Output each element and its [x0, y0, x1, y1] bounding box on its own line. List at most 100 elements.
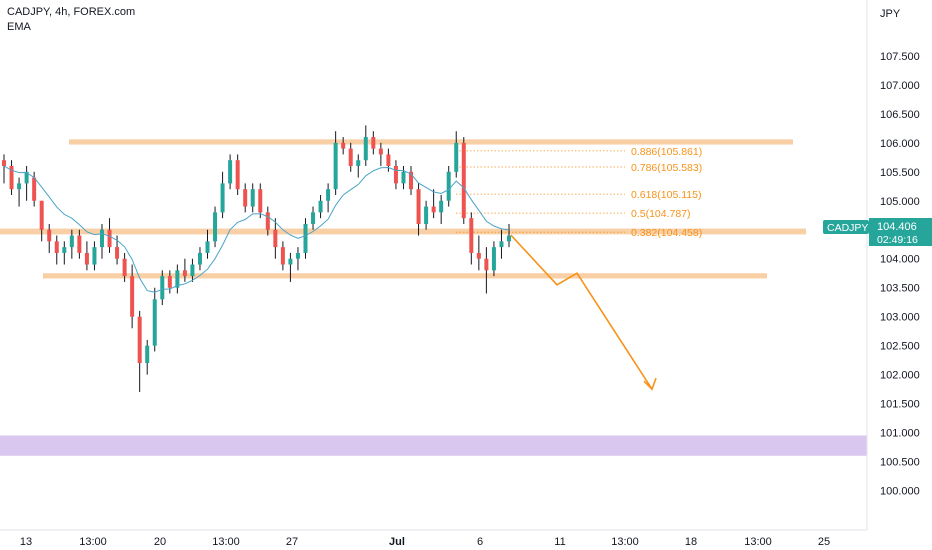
candle-body[interactable] — [167, 276, 172, 288]
candle-body[interactable] — [62, 247, 67, 253]
candle-body[interactable] — [341, 142, 346, 149]
candle-body[interactable] — [363, 137, 368, 161]
candle-body[interactable] — [469, 218, 474, 253]
candle-body[interactable] — [39, 200, 44, 230]
last-price: 104.406 — [877, 221, 917, 233]
candle-body[interactable] — [9, 165, 14, 190]
candle-body[interactable] — [273, 229, 278, 248]
candle-body[interactable] — [130, 276, 135, 317]
candle-body[interactable] — [461, 142, 466, 219]
candle-body[interactable] — [386, 154, 391, 166]
candle-body[interactable] — [393, 165, 398, 184]
candle-body[interactable] — [507, 235, 511, 242]
projection-arrow[interactable] — [510, 234, 657, 391]
candle-body[interactable] — [409, 171, 414, 190]
time-axis: 13 13:00 20 13:00 27 Jul 6 11 13:00 18 13:00 25 — [20, 536, 830, 548]
candle-body[interactable] — [326, 189, 331, 201]
candle-body[interactable] — [145, 345, 150, 364]
candle-body[interactable] — [24, 171, 29, 184]
candle-body[interactable] — [69, 235, 74, 248]
candle-body[interactable] — [115, 247, 120, 259]
candle-body[interactable] — [175, 270, 180, 288]
candle-body[interactable] — [295, 252, 300, 259]
candle-body[interactable] — [190, 264, 195, 277]
candle-body[interactable] — [2, 160, 6, 166]
candle-body[interactable] — [107, 229, 112, 248]
chart-title: CADJPY, 4h, FOREX.com — [7, 6, 136, 18]
candle-body[interactable] — [213, 212, 218, 242]
candle-body[interactable] — [182, 270, 187, 277]
fib-label-3: 0.5(104.787) — [631, 208, 691, 220]
candle-body[interactable] — [348, 148, 353, 166]
candle-body[interactable] — [197, 252, 202, 265]
price-tick-label: 106.500 — [880, 109, 920, 121]
candle-body[interactable] — [258, 189, 263, 213]
bottom-zone[interactable] — [43, 273, 767, 279]
candle-body[interactable] — [378, 148, 383, 155]
candle-body[interactable] — [220, 183, 225, 213]
candle-body[interactable] — [401, 171, 406, 184]
candle-body[interactable] — [303, 223, 308, 253]
time-tick-label: 25 — [818, 536, 830, 548]
candle-body[interactable] — [17, 183, 22, 190]
symbol-price-badge[interactable]: CADJPY — [823, 220, 869, 234]
price-tick-label: 100.000 — [880, 486, 920, 498]
candle-body[interactable] — [77, 235, 82, 253]
time-tick-label: Jul — [389, 536, 405, 548]
price-tick-label: 101.500 — [880, 399, 920, 411]
price-tick-label: 107.000 — [880, 80, 920, 92]
price-tick-label: 105.500 — [880, 167, 920, 179]
candle-body[interactable] — [431, 206, 436, 213]
candle-body[interactable] — [371, 137, 376, 149]
candle-body[interactable] — [99, 229, 104, 248]
ema-line[interactable] — [3, 165, 510, 293]
price-tick-label: 104.000 — [880, 254, 920, 266]
candle-body[interactable] — [484, 258, 489, 271]
candle-body[interactable] — [235, 160, 240, 190]
candle-body[interactable] — [32, 177, 37, 201]
candle-body[interactable] — [265, 212, 270, 230]
candle-body[interactable] — [92, 247, 97, 265]
candle-body[interactable] — [318, 200, 323, 213]
fib-label-1: 0.786(105.583) — [631, 162, 702, 174]
price-tick-label: 106.000 — [880, 138, 920, 150]
last-price-badge[interactable]: 104.406 02:49:16 — [869, 218, 932, 246]
candle-body[interactable] — [333, 142, 338, 190]
candle-body[interactable] — [122, 258, 127, 277]
candle-body[interactable] — [152, 299, 157, 346]
candle-body[interactable] — [356, 160, 361, 166]
time-tick-label: 13:00 — [611, 536, 639, 548]
candle-body[interactable] — [54, 241, 59, 253]
candle-body[interactable] — [47, 229, 52, 242]
candle-body[interactable] — [439, 200, 444, 213]
candles-layer — [2, 125, 511, 393]
candle-body[interactable] — [288, 258, 293, 265]
candle-body[interactable] — [84, 252, 89, 265]
candle-body[interactable] — [311, 212, 316, 224]
middle-zone[interactable] — [0, 228, 806, 235]
price-tick-label: 102.500 — [880, 341, 920, 353]
indicator-label[interactable]: EMA — [7, 21, 31, 33]
fib-label-2: 0.618(105.115) — [631, 189, 701, 201]
price-tick-label: 100.500 — [880, 457, 920, 469]
price-tick-label: 103.000 — [880, 312, 920, 324]
candle-body[interactable] — [160, 276, 165, 300]
candle-body[interactable] — [446, 171, 451, 201]
candle-body[interactable] — [137, 316, 142, 364]
candle-body[interactable] — [280, 247, 285, 265]
candle-body[interactable] — [205, 241, 210, 253]
candle-body[interactable] — [454, 142, 459, 172]
candle-body[interactable] — [243, 189, 248, 207]
time-tick-label: 27 — [286, 536, 298, 548]
candle-body[interactable] — [250, 189, 255, 207]
time-tick-label: 6 — [477, 536, 483, 548]
candle-body[interactable] — [228, 160, 233, 184]
candle-body[interactable] — [476, 252, 481, 259]
candle-body[interactable] — [416, 189, 421, 224]
candle-body[interactable] — [424, 206, 429, 224]
candle-body[interactable] — [491, 247, 496, 271]
top-zone[interactable] — [69, 139, 793, 145]
purple-zone[interactable] — [0, 435, 867, 456]
candle-body[interactable] — [499, 241, 504, 248]
